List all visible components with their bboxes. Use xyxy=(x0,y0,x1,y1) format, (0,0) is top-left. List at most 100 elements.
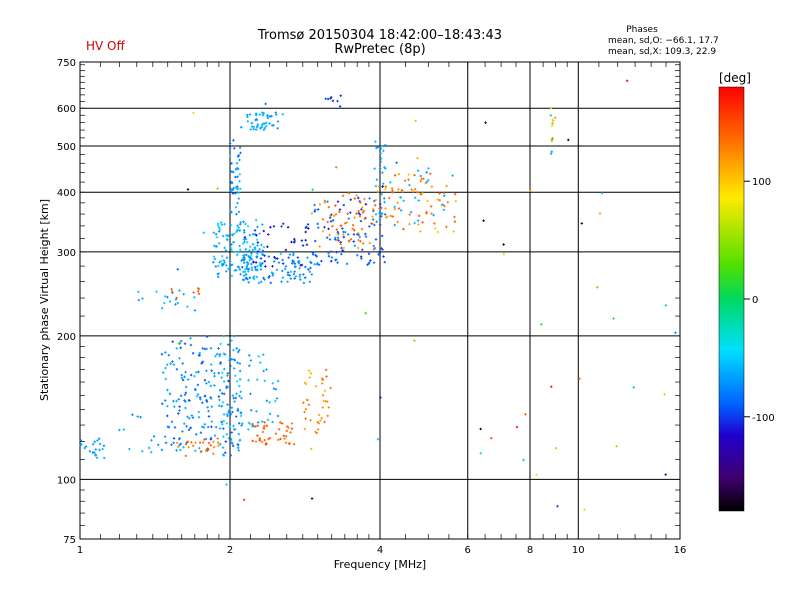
scatter-point xyxy=(178,437,181,441)
scatter-point xyxy=(321,378,324,382)
y-tick-labels: 75 100 200 300 400 500 600 750 xyxy=(57,58,76,546)
scatter-point xyxy=(238,158,241,162)
scatter-point xyxy=(419,180,422,183)
scatter-point xyxy=(139,415,142,419)
scatter-point xyxy=(298,273,302,276)
scatter-point xyxy=(226,238,229,242)
scatter-point xyxy=(228,260,232,263)
scatter-point xyxy=(225,433,229,436)
scatter-point xyxy=(216,272,220,276)
scatter-point xyxy=(220,376,223,379)
scatter-point xyxy=(254,425,257,428)
colorbar-gradient xyxy=(718,86,745,512)
scatter-point xyxy=(276,120,280,123)
scatter-point xyxy=(268,412,272,416)
scatter-point xyxy=(364,312,367,315)
scatter-point xyxy=(221,392,224,395)
scatter-point xyxy=(229,413,232,416)
scatter-point xyxy=(300,239,304,242)
scatter-point xyxy=(225,234,228,237)
scatter-point xyxy=(243,258,246,261)
scatter-point xyxy=(263,260,267,263)
scatter-point xyxy=(204,449,208,452)
scatter-point xyxy=(664,304,668,307)
scatter-point xyxy=(260,440,264,444)
scatter-point xyxy=(339,224,342,227)
scatter-point xyxy=(262,128,266,131)
scatter-point xyxy=(288,274,291,277)
scatter-point xyxy=(228,357,231,360)
scatter-point xyxy=(232,240,235,244)
scatter-point xyxy=(327,205,331,209)
scatter-point xyxy=(320,416,323,420)
scatter-point xyxy=(196,383,200,387)
scatter-point xyxy=(205,369,208,373)
scatter-point xyxy=(308,376,311,379)
scatter-point xyxy=(209,444,213,447)
scatter-point xyxy=(128,447,131,451)
scatter-point xyxy=(389,214,392,218)
scatter-point xyxy=(228,142,232,145)
scatter-point xyxy=(240,396,243,400)
scatter-point xyxy=(307,403,311,406)
scatter-point xyxy=(383,213,387,216)
scatter-point xyxy=(381,248,384,251)
scatter-point xyxy=(181,430,184,433)
scatter-point xyxy=(268,436,272,440)
scatter-point xyxy=(339,243,343,246)
scatter-point xyxy=(251,423,254,426)
scatter-point xyxy=(305,225,308,229)
scatter-point xyxy=(225,264,228,267)
scatter-point xyxy=(289,277,292,280)
scatter-point xyxy=(304,417,307,420)
scatter-point xyxy=(416,169,420,172)
scatter-point xyxy=(262,112,265,115)
scatter-point xyxy=(271,420,274,424)
scatter-point xyxy=(318,203,322,206)
scatter-point xyxy=(361,206,364,209)
y-tick-label: 500 xyxy=(57,142,76,153)
scatter-point xyxy=(225,270,228,273)
scatter-point xyxy=(205,335,209,338)
scatter-point xyxy=(215,353,219,356)
scatter-point xyxy=(255,238,259,241)
scatter-point xyxy=(378,207,381,210)
scatter-point xyxy=(281,262,285,265)
scatter-point xyxy=(233,334,236,338)
y-tick-label: 300 xyxy=(57,248,76,259)
x-axis-label: Frequency [MHz] xyxy=(334,558,426,571)
scatter-point xyxy=(197,289,200,293)
scatter-point xyxy=(217,395,221,398)
scatter-point xyxy=(269,281,272,285)
scatter-point xyxy=(412,190,415,193)
scatter-point xyxy=(255,255,259,258)
scatter-point xyxy=(96,439,99,442)
scatter-point xyxy=(334,166,338,169)
scatter-point xyxy=(313,208,317,212)
scatter-point xyxy=(274,388,278,391)
scatter-point xyxy=(425,180,429,184)
scatter-point xyxy=(177,342,181,345)
scatter-point xyxy=(382,149,385,153)
scatter-point xyxy=(261,262,264,265)
scatter-point xyxy=(256,241,260,244)
scatter-point xyxy=(219,361,222,364)
scatter-point xyxy=(275,397,279,400)
scatter-point xyxy=(176,445,180,449)
scatter-point xyxy=(214,245,218,248)
x-tick-label: 6 xyxy=(465,545,471,556)
scatter-point xyxy=(281,258,284,262)
scatter-point xyxy=(279,437,282,441)
scatter-point xyxy=(408,222,411,226)
scatter-point xyxy=(189,426,192,430)
scatter-point xyxy=(166,295,169,299)
scatter-point xyxy=(260,125,264,129)
scatter-point xyxy=(341,249,344,252)
scatter-point xyxy=(373,204,377,207)
scatter-point xyxy=(425,171,428,174)
scatter-point xyxy=(334,238,337,241)
scatter-point xyxy=(382,182,385,185)
scatter-point xyxy=(178,409,181,412)
scatter-point xyxy=(224,440,228,443)
